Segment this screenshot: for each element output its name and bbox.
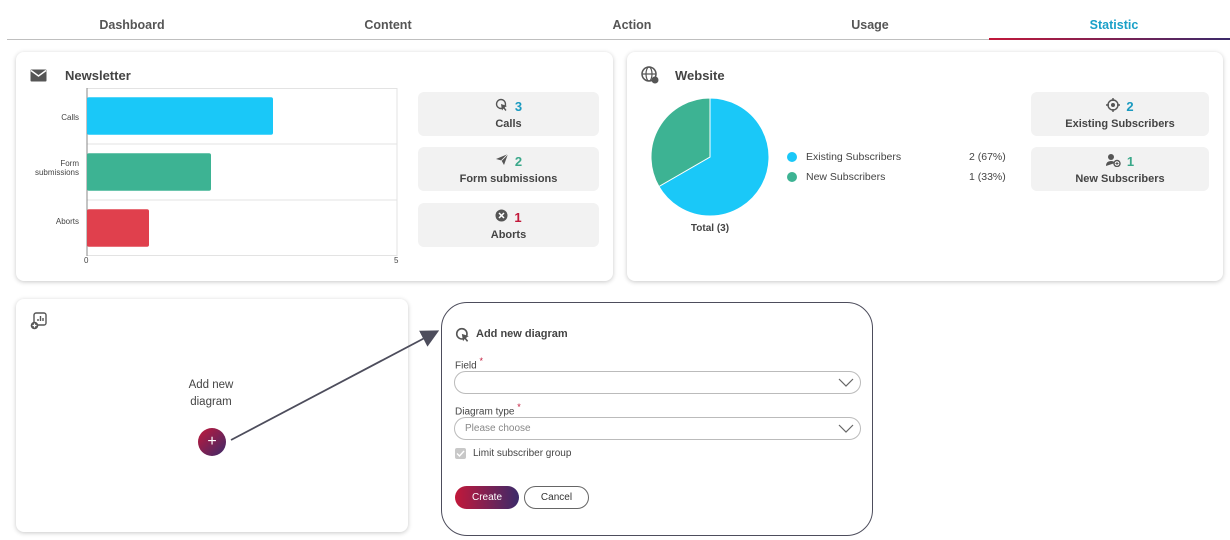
stat-form-submissions: 2 Form submissions [418,147,599,191]
tab-bar: Dashboard Content Action Usage Statistic [7,10,1230,40]
legend-value: 1 (33%) [969,171,1006,183]
newsletter-title: Newsletter [65,68,131,83]
tab-dashboard[interactable]: Dashboard [99,18,165,32]
add-diagram-button[interactable]: + [198,428,226,456]
bar-1 [87,153,211,191]
dialog-title: Add new diagram [476,328,568,340]
user-add-icon [1105,153,1121,170]
stat-existing-subscribers: 2 Existing Subscribers [1031,92,1209,136]
pie-slice-1 [650,97,711,188]
stat-aborts: 1 Aborts [418,203,599,247]
stat-value: 1 [514,209,522,225]
target-icon [1106,98,1121,115]
cancel-button[interactable]: Cancel [524,486,589,509]
stat-label: Existing Subscribers [1065,118,1175,130]
active-tab-indicator [989,38,1230,40]
legend-value: 2 (67%) [969,151,1006,163]
x-tick-label: 0 [84,256,89,265]
cursor-click-icon [495,98,509,115]
website-title: Website [675,68,725,83]
stat-label: Form submissions [459,173,558,185]
stat-calls: 3 Calls [418,92,599,136]
add-diagram-text: Add new diagram [188,379,234,408]
legend-item: New Subscribers [787,171,885,183]
bar-2 [87,209,149,247]
chart-add-icon [30,312,48,335]
stat-value: 1 [1126,154,1135,169]
add-diagram-dialog: Add new diagram Field * Diagram type * P… [441,302,873,536]
diagram-type-select[interactable]: Please choose [454,417,861,440]
bar-0 [87,97,273,135]
legend-label: Existing Subscribers [806,151,902,163]
field-label: Field * [455,356,483,372]
stat-label: New Subscribers [1075,173,1165,185]
checkbox-label: Limit subscriber group [473,448,572,459]
add-diagram-card: Add new diagram + [16,299,408,532]
legend-dot [787,172,797,182]
stat-new-subscribers: 1 New Subscribers [1031,147,1209,191]
bar-category-label: Calls [61,113,79,122]
legend-item: Existing Subscribers [787,151,901,163]
pie-slice-0 [658,97,770,217]
tab-action[interactable]: Action [612,18,652,32]
chevron-down-icon [838,375,854,397]
legend-dot [787,152,797,162]
create-button[interactable]: Create [455,486,519,509]
newsletter-card: Newsletter Calls Form submissions Aborts… [16,52,613,281]
limit-subscriber-checkbox-row: Limit subscriber group [455,448,571,459]
website-card: Website Total (3) Existing Subscribers 2… [627,52,1223,281]
x-circle-icon [495,209,508,225]
globe-icon [641,66,659,89]
field-select[interactable] [454,371,861,394]
website-pie-chart [650,97,770,217]
paper-plane-icon [495,153,509,169]
cursor-click-icon [455,327,471,348]
stat-label: Calls [495,118,522,130]
newsletter-bar-chart [86,88,398,256]
pie-total-label: Total (3) [690,223,730,234]
stat-value: 3 [514,99,523,114]
tab-content[interactable]: Content [364,18,412,32]
stat-value: 2 [514,153,523,169]
stat-value: 2 [1126,99,1134,114]
tab-usage[interactable]: Usage [851,18,889,32]
bar-category-label: Form submissions [34,159,79,177]
plus-icon: + [207,433,217,450]
legend-label: New Subscribers [806,171,886,183]
stat-label: Aborts [490,229,527,241]
bar-category-label: Aborts [55,217,79,226]
x-tick-label: 5 [394,256,399,265]
diagram-type-label: Diagram type * [455,402,521,418]
limit-subscriber-checkbox[interactable] [455,448,466,459]
tab-statistic[interactable]: Statistic [1089,18,1139,32]
envelope-icon [30,69,47,87]
chevron-down-icon [838,421,854,443]
